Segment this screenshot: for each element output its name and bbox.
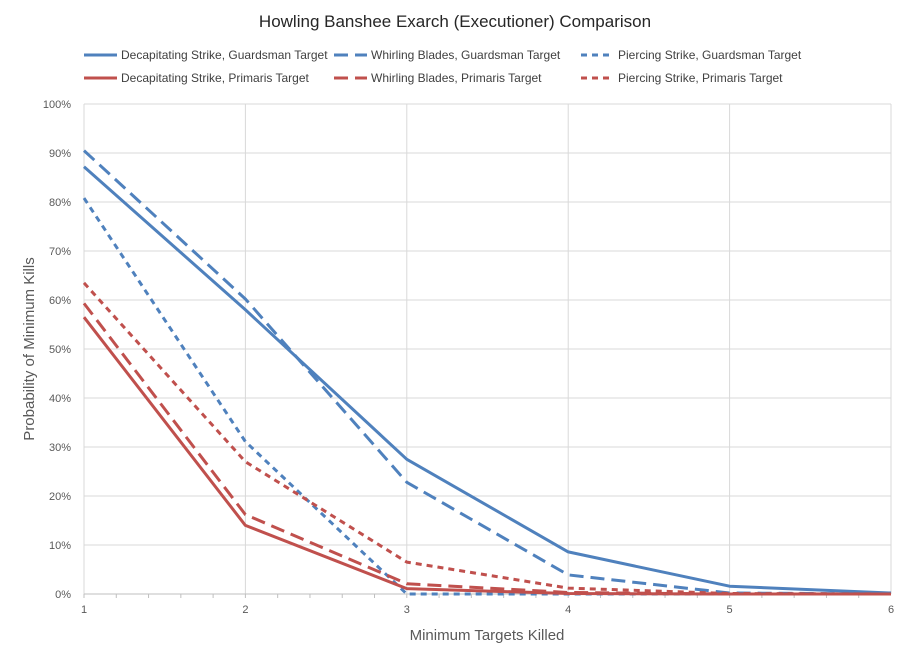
y-tick-label: 80% [49, 197, 71, 209]
y-axis-ticks: 0% 10% 20% 30% 40% 50% 60% 70% 80% 90% 100% [43, 99, 71, 601]
gridlines [83, 103, 892, 598]
x-tick-label: 3 [404, 604, 410, 616]
y-tick-label: 40% [49, 393, 71, 405]
chart-title: Howling Banshee Exarch (Executioner) Com… [259, 12, 651, 31]
y-axis-title: Probability of Minimum Kills [21, 257, 38, 440]
y-tick-label: 0% [55, 589, 71, 601]
y-tick-label: 50% [49, 344, 71, 356]
legend-label: Whirling Blades, Guardsman Target [371, 48, 561, 62]
legend-label: Decapitating Strike, Primaris Target [121, 71, 310, 85]
legend-label: Piercing Strike, Primaris Target [618, 71, 783, 85]
x-tick-label: 5 [727, 604, 733, 616]
y-tick-label: 60% [49, 295, 71, 307]
x-tick-label: 6 [888, 604, 894, 616]
y-tick-label: 70% [49, 246, 71, 258]
y-tick-label: 20% [49, 491, 71, 503]
legend-label: Piercing Strike, Guardsman Target [618, 48, 802, 62]
x-axis-title: Minimum Targets Killed [410, 627, 565, 644]
y-tick-label: 90% [49, 148, 71, 160]
legend: Decapitating Strike, Guardsman Target Whi… [84, 48, 802, 85]
legend-label: Decapitating Strike, Guardsman Target [121, 48, 328, 62]
series-line [83, 165, 892, 595]
series-line [82, 316, 891, 596]
series-line [82, 149, 892, 596]
series-line [82, 281, 892, 596]
y-tick-label: 100% [43, 99, 71, 111]
x-tick-label: 4 [565, 604, 571, 616]
series-lines [82, 149, 892, 596]
x-tick-label: 2 [242, 604, 248, 616]
series-line [82, 197, 891, 596]
x-axis-ticks: 1 2 3 4 5 6 [81, 604, 894, 616]
y-tick-label: 10% [49, 540, 71, 552]
legend-label: Whirling Blades, Primaris Target [371, 71, 542, 85]
series-line [82, 302, 891, 596]
y-tick-label: 30% [49, 442, 71, 454]
x-tick-label: 1 [81, 604, 87, 616]
